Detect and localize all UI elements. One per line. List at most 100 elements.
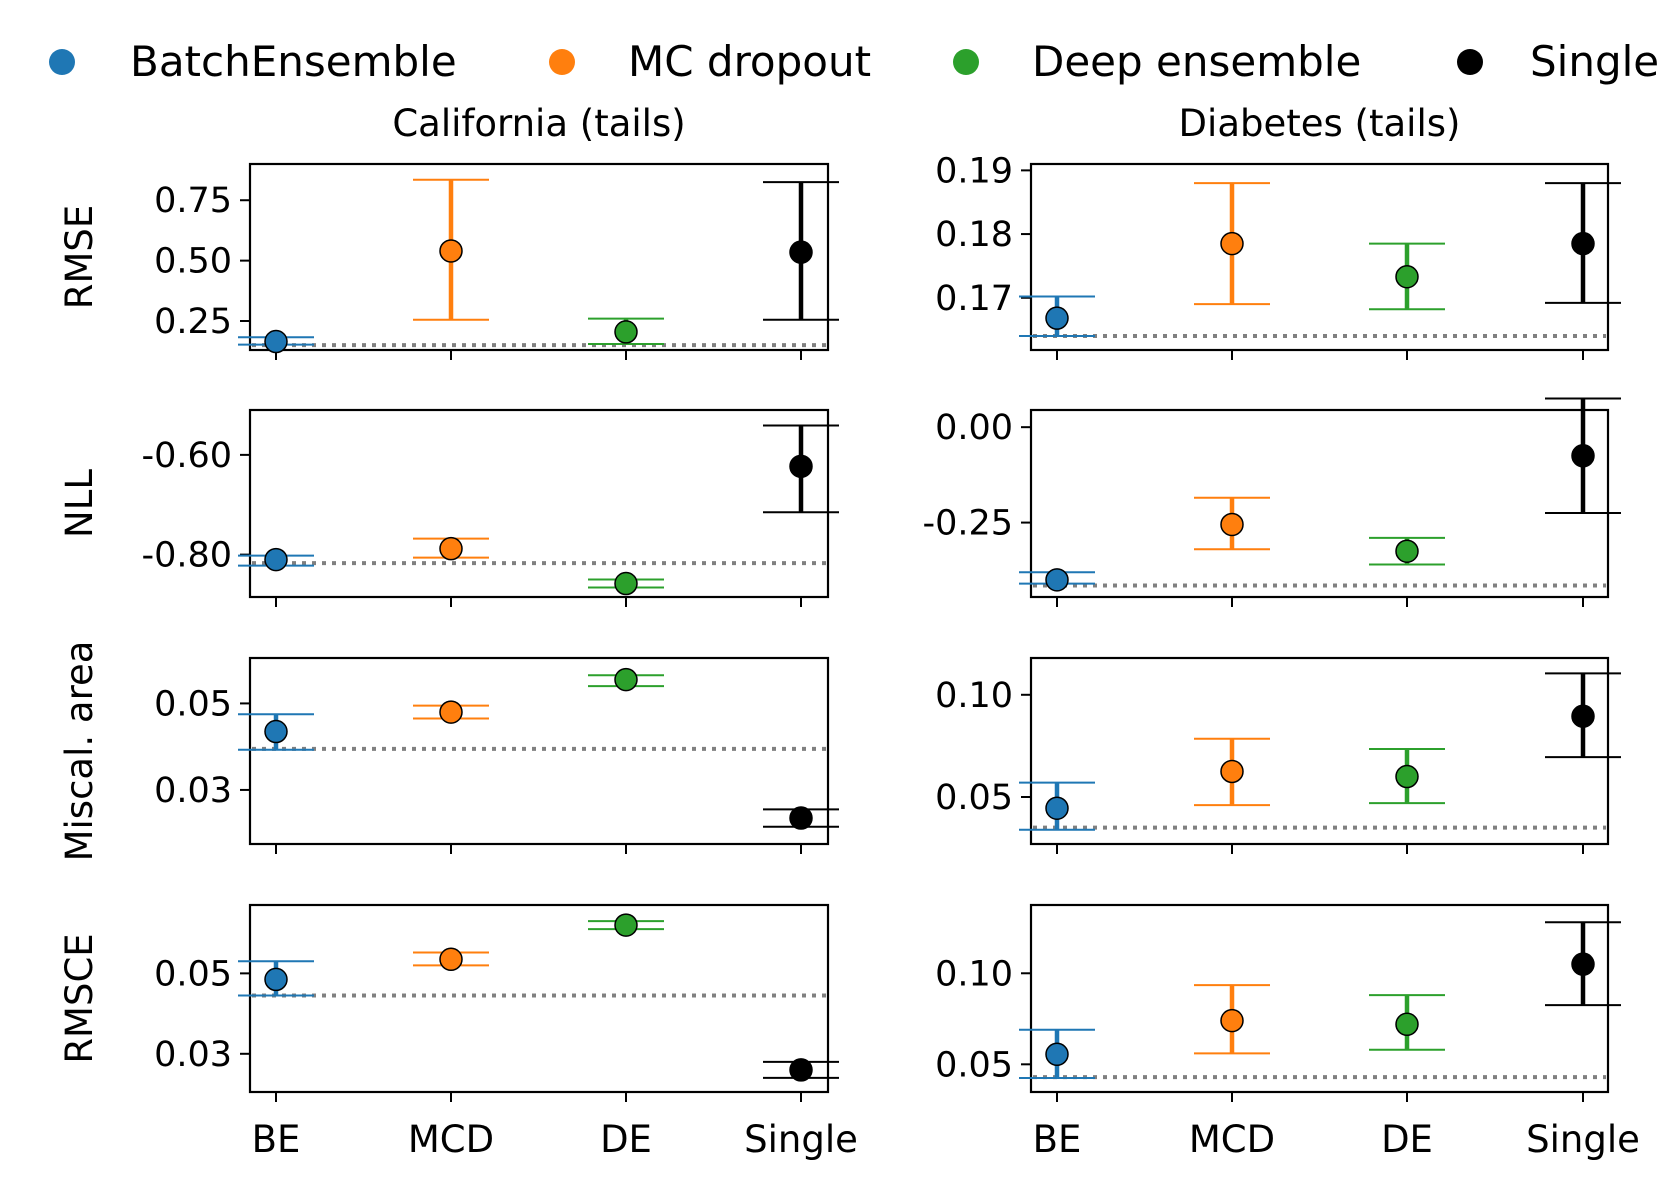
data-point [1220,231,1244,256]
panel-8: 0.05 0.10 BE MCD DE Single [935,903,1640,1161]
errorbar-be [1019,568,1095,592]
data-point [1395,1012,1419,1037]
errorbar-single [1545,672,1621,759]
plot-frame [1029,162,1610,352]
data-point [1395,264,1419,289]
plot-frame [248,162,830,352]
y-tick-label: 0.19 [935,151,1013,191]
y-axis-label: NLL [58,469,101,538]
y-tick-label: 0.75 [154,181,232,221]
data-point [1045,796,1069,820]
y-tick-label: 0.03 [154,1035,232,1075]
y-tick-label: 0.17 [935,279,1013,319]
errorbar-single [1545,921,1621,1007]
data-point [264,719,288,744]
errorbar-de [1369,536,1445,566]
panel-2: 0.17 0.18 0.19 Diabetes (tails) [935,102,1621,360]
errorbar-mcd [1194,496,1270,551]
legend-marker-mc-dropout [549,49,575,75]
data-point [789,1058,813,1082]
panel-4: -0.25 0.00 [922,397,1621,607]
data-point [1571,704,1595,729]
y-tick-label: 0.05 [154,954,232,994]
panel-5: 0.03 0.05 Miscal. area [58,641,839,862]
plot-frame [1029,408,1610,599]
data-point [1220,759,1244,784]
data-point [1395,539,1419,563]
data-point [1045,1042,1069,1067]
y-tick-label: -0.80 [141,536,232,576]
errorbar-be [238,713,314,751]
data-point [1571,444,1595,468]
x-tick-label-de: DE [1381,1118,1433,1161]
legend: BatchEnsemble MC dropout Deep ensemble Sing… [49,37,1659,86]
errorbar-de [588,913,664,937]
x-tick-label-mcd: MCD [408,1118,494,1161]
data-point [439,947,463,972]
errorbar-single [1545,182,1621,304]
legend-marker-batchensemble [49,49,75,75]
data-point [439,700,463,724]
data-point [1571,952,1595,976]
legend-marker-single [1457,49,1483,75]
x-tick-label-mcd: MCD [1189,1118,1275,1161]
x-tick-label-de: DE [600,1118,652,1161]
data-point [789,454,813,479]
y-tick-label: 0.05 [935,778,1013,818]
y-axis-label: RMSE [58,205,101,310]
data-point [1045,306,1069,330]
plot-frame [248,656,830,846]
y-tick-label: 0.25 [154,302,232,342]
y-tick-label: 0.05 [935,1045,1013,1085]
y-tick-label: 0.05 [154,684,232,724]
legend-label-mc-dropout: MC dropout [628,37,871,86]
y-tick-label: 0.00 [935,408,1013,448]
errorbar-de [1369,242,1445,311]
y-tick-label: 0.10 [935,676,1013,716]
errorbar-mcd [413,178,489,321]
errorbar-single [763,424,839,514]
y-tick-label: -0.60 [141,436,232,476]
data-point [264,547,288,572]
data-point [439,536,463,561]
errorbar-mcd [1194,737,1270,807]
x-tick-label-be: BE [1033,1118,1082,1161]
errorbar-mcd [1194,182,1270,306]
y-axis-label: Miscal. area [58,641,101,862]
data-point [264,967,288,992]
errorbar-de [1369,747,1445,805]
data-point [264,329,288,354]
y-tick-label: -0.25 [922,504,1013,544]
data-point [1220,1008,1244,1033]
errorbar-single [1545,397,1621,515]
y-tick-label: 0.10 [935,954,1013,994]
y-axis-label: RMSCE [58,933,101,1063]
errorbar-de [588,667,664,692]
panel-6: 0.05 0.10 [935,656,1621,854]
data-point [439,239,463,263]
errorbar-mcd [1194,984,1270,1055]
errorbar-be [238,547,314,572]
panel-1: 0.25 0.50 0.75 California (tails) RMSE [58,102,839,360]
legend-label-single: Single [1530,37,1659,86]
plot-frame [248,408,830,599]
y-tick-label: 0.03 [154,771,232,811]
x-tick-label-single: Single [744,1118,858,1161]
errorbar-mcd [413,700,489,724]
legend-marker-deep-ensemble [953,49,979,75]
data-point [614,667,638,692]
legend-label-deep-ensemble: Deep ensemble [1032,37,1361,86]
errorbar-mcd [413,947,489,972]
panel-title: California (tails) [392,102,685,145]
errorbar-single [763,1058,839,1082]
plot-frame [1029,656,1610,846]
data-point [789,806,813,830]
panel-3: -0.80 -0.60 NLL [58,408,839,607]
data-point [614,913,638,937]
panel-title: Diabetes (tails) [1179,102,1461,145]
errorbar-de [1369,994,1445,1051]
data-point [1571,231,1595,256]
errorbar-de [588,571,664,596]
panel-7: 0.03 0.05 BE MCD DE Single RMSCE [58,903,858,1161]
